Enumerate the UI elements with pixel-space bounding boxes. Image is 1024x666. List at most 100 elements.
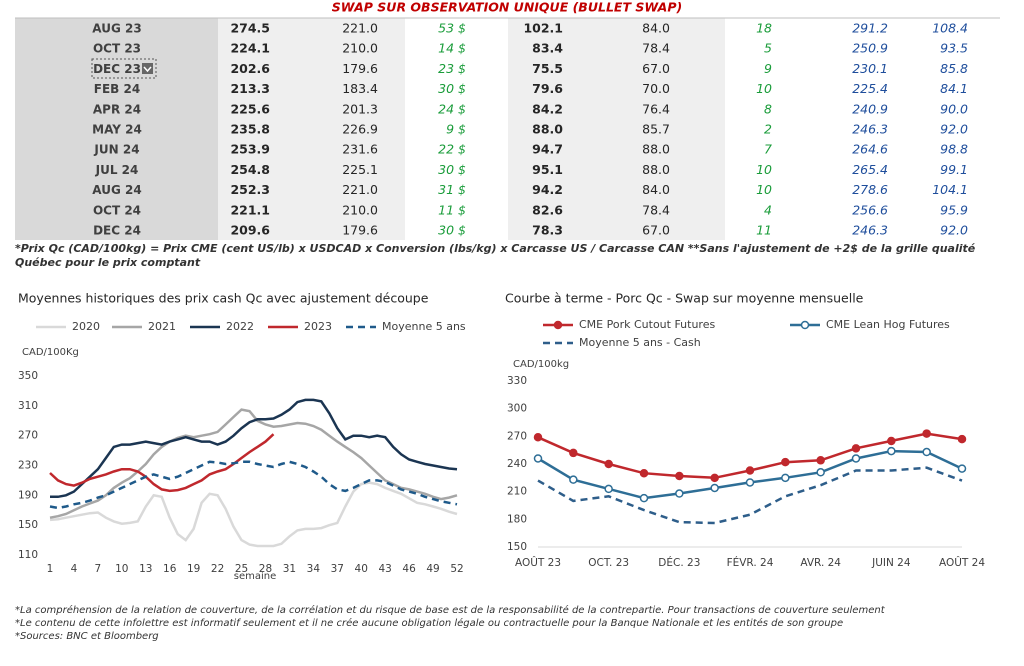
row-label: AUG 23 bbox=[92, 22, 141, 36]
cell: 108.4 bbox=[932, 21, 968, 36]
cell: 224.1 bbox=[230, 41, 270, 56]
series-line bbox=[49, 481, 458, 548]
cell: 30 $ bbox=[438, 162, 466, 177]
chart-title: Moyennes historiques des prix cash Qc av… bbox=[18, 291, 429, 306]
marker bbox=[781, 457, 790, 467]
x-axis-label: semaine bbox=[234, 571, 277, 582]
marker bbox=[639, 468, 649, 478]
x-tick-label: 31 bbox=[283, 563, 296, 575]
row-label: MAY 24 bbox=[92, 123, 142, 137]
cell: 23 $ bbox=[438, 61, 466, 76]
cell: 240.9 bbox=[852, 101, 888, 116]
row-label: FEB 24 bbox=[94, 82, 140, 96]
x-tick-label: JUIN 24 bbox=[871, 557, 911, 569]
cell: 92.0 bbox=[940, 122, 968, 137]
cell: 24 $ bbox=[438, 101, 466, 116]
note: *Le contenu de cette infolettre est info… bbox=[15, 618, 844, 629]
cell: 274.5 bbox=[230, 21, 270, 36]
cell: 84.0 bbox=[642, 182, 670, 197]
cell: 246.3 bbox=[852, 223, 888, 238]
x-tick-label: 52 bbox=[450, 563, 463, 575]
cell: 94.7 bbox=[532, 142, 563, 157]
footnote: *Prix Qc (CAD/100kg) = Prix CME (cent US… bbox=[15, 242, 976, 269]
row-label: DEC 24 bbox=[93, 224, 141, 238]
marker bbox=[675, 471, 684, 481]
marker bbox=[604, 484, 613, 494]
marker bbox=[957, 434, 967, 444]
marker bbox=[533, 454, 543, 463]
marker bbox=[851, 444, 861, 453]
cell: 264.6 bbox=[852, 142, 888, 157]
series-line bbox=[49, 408, 458, 519]
x-tick-label: AOÛT 23 bbox=[515, 556, 561, 569]
legend-label: 2020 bbox=[72, 320, 100, 333]
series-line bbox=[49, 460, 458, 510]
marker bbox=[851, 454, 861, 463]
x-tick-label: OCT. 23 bbox=[588, 557, 629, 569]
legend-marker bbox=[553, 320, 563, 330]
marker bbox=[745, 466, 755, 475]
marker bbox=[675, 489, 684, 498]
cell: 250.9 bbox=[852, 41, 888, 56]
x-tick-label: 1 bbox=[47, 563, 54, 575]
cell: 78.4 bbox=[642, 202, 670, 217]
cell: 10 bbox=[756, 182, 772, 197]
marker bbox=[710, 473, 719, 483]
row-label: AUG 24 bbox=[92, 183, 141, 197]
column-bg bbox=[508, 18, 725, 240]
cell: 102.1 bbox=[523, 21, 563, 36]
row-label: OCT 23 bbox=[93, 42, 141, 56]
cell: 213.3 bbox=[230, 81, 270, 96]
y-tick-label: 230 bbox=[18, 460, 38, 472]
x-tick-label: 43 bbox=[378, 563, 391, 575]
cell: 78.3 bbox=[532, 223, 563, 238]
cell: 94.2 bbox=[532, 182, 563, 197]
cell: 18 bbox=[756, 21, 772, 36]
x-tick-label: 19 bbox=[187, 563, 200, 575]
column-bg bbox=[218, 18, 405, 240]
x-tick-label: 7 bbox=[95, 563, 102, 575]
y-tick-label: 240 bbox=[507, 458, 527, 470]
marker bbox=[887, 446, 896, 456]
cell: 88.0 bbox=[642, 162, 670, 177]
dropdown-icon[interactable] bbox=[142, 63, 153, 74]
legend-label: CME Lean Hog Futures bbox=[826, 318, 950, 331]
cell: 30 $ bbox=[438, 81, 466, 96]
row-label: DEC 23 bbox=[93, 62, 141, 76]
cell: 5 bbox=[764, 41, 772, 56]
cell: 30 $ bbox=[438, 223, 466, 238]
legend-label: CME Pork Cutout Futures bbox=[579, 318, 715, 331]
cell: 82.6 bbox=[532, 202, 563, 217]
cell: 254.8 bbox=[230, 162, 270, 177]
cell: 83.4 bbox=[532, 41, 563, 56]
cell: 221.0 bbox=[342, 182, 378, 197]
cell: 67.0 bbox=[642, 61, 670, 76]
cell: 201.3 bbox=[342, 101, 378, 116]
series-line bbox=[49, 433, 275, 493]
marker bbox=[922, 429, 931, 438]
x-tick-label: 37 bbox=[331, 563, 344, 575]
title: SWAP SUR OBSERVATION UNIQUE (BULLET SWAP… bbox=[332, 0, 682, 15]
x-tick-label: 46 bbox=[402, 563, 416, 575]
marker bbox=[533, 433, 543, 442]
cell: 95.9 bbox=[940, 202, 968, 217]
y-tick-label: 270 bbox=[18, 430, 38, 442]
cell: 230.1 bbox=[852, 61, 888, 76]
x-tick-label: 25 bbox=[235, 563, 248, 575]
cell: 85.8 bbox=[940, 61, 968, 76]
cell: 246.3 bbox=[852, 122, 888, 137]
cell: 221.0 bbox=[342, 21, 378, 36]
y-axis-label: CAD/100kg bbox=[513, 359, 569, 370]
y-tick-label: 190 bbox=[18, 489, 38, 501]
cell: 210.0 bbox=[342, 202, 378, 217]
cell: 265.4 bbox=[852, 162, 888, 177]
cell: 7 bbox=[764, 142, 772, 157]
cell-selection[interactable] bbox=[91, 58, 157, 79]
legend-marker bbox=[800, 320, 810, 330]
series-line bbox=[50, 398, 458, 499]
cell: 90.0 bbox=[940, 101, 968, 116]
row-label: JUL 24 bbox=[95, 163, 139, 177]
cell: 202.6 bbox=[230, 61, 270, 76]
y-tick-label: 310 bbox=[18, 400, 38, 412]
cell: 291.2 bbox=[852, 21, 888, 36]
